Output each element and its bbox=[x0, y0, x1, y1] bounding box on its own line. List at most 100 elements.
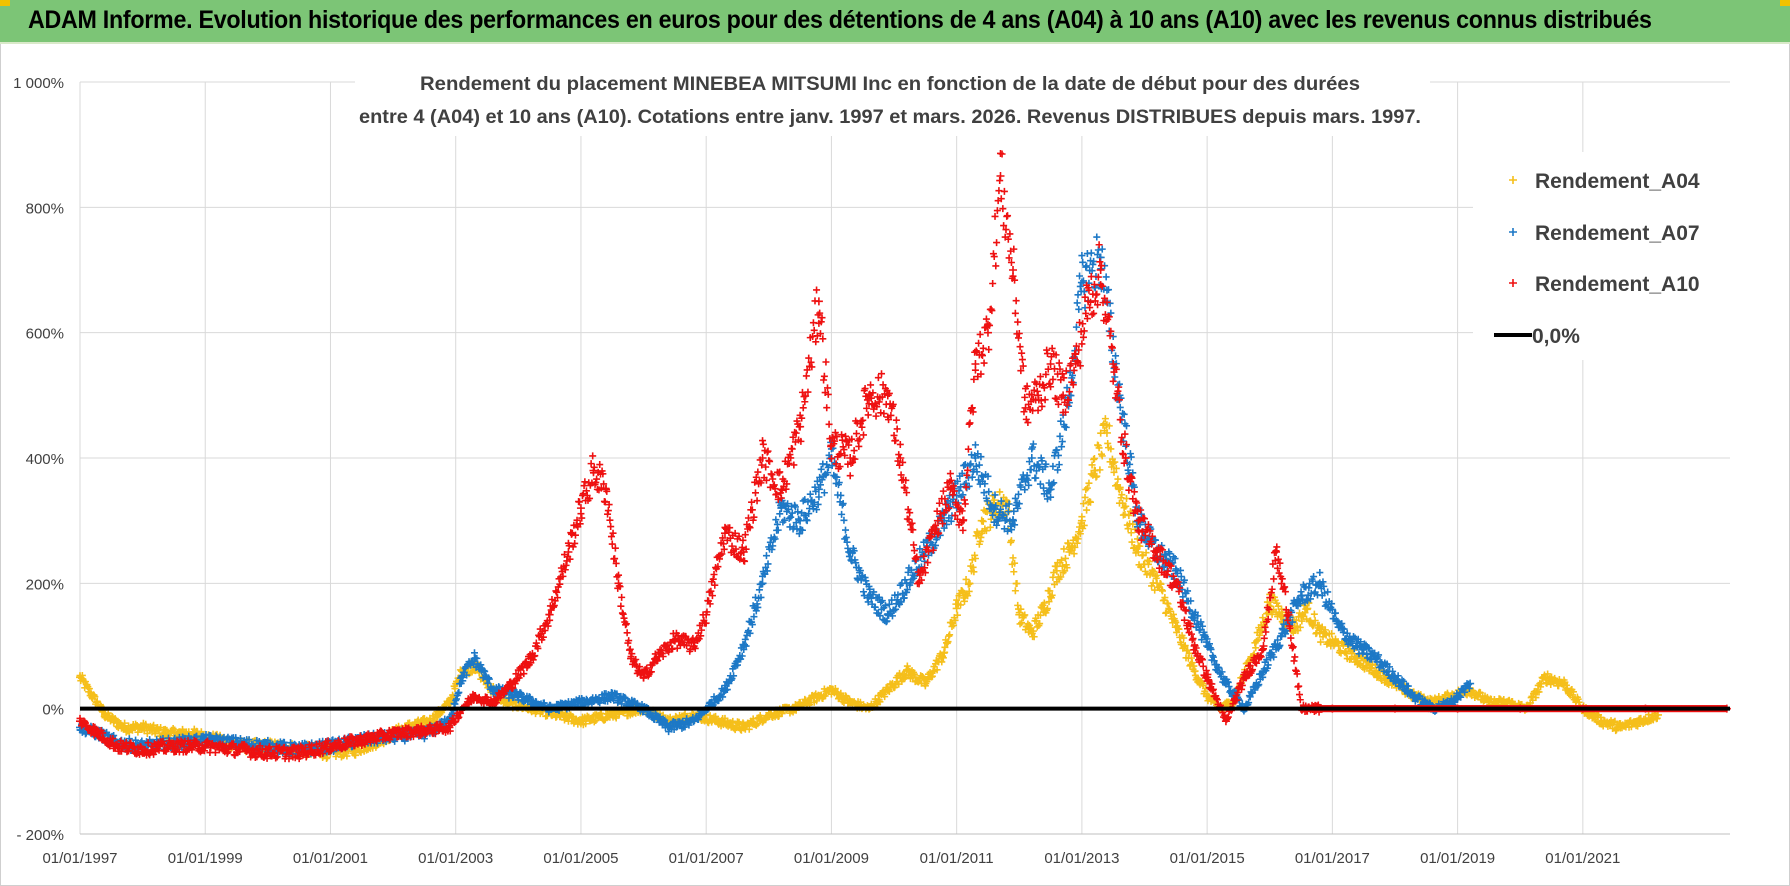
x-tick-label: 01/01/2003 bbox=[418, 850, 493, 867]
data-point bbox=[754, 720, 762, 728]
data-point bbox=[1298, 617, 1306, 625]
data-point bbox=[1252, 644, 1260, 652]
x-tick-label: 01/01/2017 bbox=[1295, 850, 1370, 867]
data-point bbox=[612, 714, 620, 722]
data-point bbox=[964, 592, 972, 600]
data-point bbox=[979, 517, 987, 525]
data-point bbox=[1101, 427, 1109, 435]
data-point bbox=[1123, 495, 1131, 503]
data-point bbox=[962, 575, 970, 583]
y-tick-label: 200% bbox=[26, 576, 64, 593]
x-tick-label: 01/01/2019 bbox=[1420, 850, 1495, 867]
data-point bbox=[1159, 587, 1167, 595]
data-point bbox=[1080, 521, 1088, 529]
data-point bbox=[1124, 525, 1132, 533]
data-point bbox=[1007, 537, 1015, 545]
data-point bbox=[1048, 591, 1056, 599]
data-point bbox=[953, 596, 961, 604]
data-point bbox=[1018, 619, 1026, 627]
data-point bbox=[91, 693, 99, 701]
data-point bbox=[1116, 483, 1124, 491]
data-point bbox=[1045, 598, 1053, 606]
data-point bbox=[1078, 513, 1086, 521]
data-point bbox=[1296, 623, 1304, 631]
data-point bbox=[986, 523, 994, 531]
y-tick-label: 1 000% bbox=[13, 75, 64, 92]
x-tick-label: 01/01/2007 bbox=[669, 850, 744, 867]
data-point bbox=[1083, 506, 1091, 514]
data-point bbox=[737, 726, 745, 734]
data-point bbox=[1074, 535, 1082, 543]
data-point bbox=[1129, 520, 1137, 528]
data-point bbox=[1061, 554, 1069, 562]
data-point bbox=[1180, 634, 1188, 642]
data-point bbox=[1108, 463, 1116, 471]
data-point bbox=[1181, 642, 1189, 650]
data-point bbox=[1083, 484, 1091, 492]
data-point bbox=[1058, 562, 1066, 570]
data-point bbox=[1128, 538, 1136, 546]
data-point bbox=[996, 488, 1004, 496]
data-point bbox=[778, 710, 786, 718]
header-banner: ADAM Informe. Evolution historique des p… bbox=[0, 0, 1790, 44]
data-point bbox=[1313, 629, 1321, 637]
data-point bbox=[933, 666, 941, 674]
data-point bbox=[1110, 468, 1118, 476]
data-point bbox=[1175, 625, 1183, 633]
data-point bbox=[1085, 479, 1093, 487]
data-point bbox=[966, 580, 974, 588]
data-point bbox=[951, 616, 959, 624]
x-tick-label: 01/01/1997 bbox=[42, 850, 117, 867]
data-point bbox=[1040, 599, 1048, 607]
data-point bbox=[1185, 649, 1193, 657]
data-point bbox=[1011, 587, 1019, 595]
data-point bbox=[1043, 605, 1051, 613]
data-point bbox=[1127, 529, 1135, 537]
data-point bbox=[1303, 605, 1311, 613]
data-point bbox=[343, 752, 351, 760]
x-tick-label: 01/01/2001 bbox=[293, 850, 368, 867]
data-point bbox=[1081, 493, 1089, 501]
x-tick-label: 01/01/2005 bbox=[543, 850, 618, 867]
data-point bbox=[1153, 571, 1161, 579]
data-point bbox=[1172, 618, 1180, 626]
data-point bbox=[1021, 611, 1029, 619]
data-point bbox=[946, 631, 954, 639]
y-tick-label: 0% bbox=[42, 702, 64, 719]
data-point bbox=[1017, 605, 1025, 613]
data-point bbox=[1050, 569, 1058, 577]
data-point bbox=[876, 698, 884, 706]
data-point bbox=[1011, 559, 1019, 567]
data-point bbox=[1098, 452, 1106, 460]
data-point bbox=[1010, 568, 1018, 576]
data-point bbox=[1013, 579, 1021, 587]
data-point bbox=[1121, 510, 1129, 518]
data-point bbox=[885, 687, 893, 695]
data-point bbox=[1090, 454, 1098, 462]
data-point bbox=[1097, 429, 1105, 437]
data-point bbox=[1254, 636, 1262, 644]
y-tick-label: 600% bbox=[26, 326, 64, 343]
data-point bbox=[1070, 550, 1078, 558]
data-point bbox=[1311, 617, 1319, 625]
data-point bbox=[950, 621, 958, 629]
data-point bbox=[1009, 554, 1017, 562]
banner-corner-left bbox=[0, 0, 10, 6]
data-point bbox=[1036, 620, 1044, 628]
data-point bbox=[1328, 630, 1336, 638]
data-point bbox=[1133, 535, 1141, 543]
data-point bbox=[1088, 461, 1096, 469]
page-title: ADAM Informe. Evolution historique des p… bbox=[28, 6, 1652, 34]
data-point bbox=[1145, 558, 1153, 566]
data-point bbox=[1161, 594, 1169, 602]
x-tick-label: 01/01/2011 bbox=[920, 850, 994, 867]
y-tick-label: 800% bbox=[26, 200, 64, 217]
data-point bbox=[1112, 464, 1120, 472]
x-tick-label: 01/01/1999 bbox=[168, 850, 243, 867]
data-point bbox=[1310, 610, 1318, 618]
data-point bbox=[1093, 472, 1101, 480]
data-point bbox=[1317, 638, 1325, 646]
data-point bbox=[352, 751, 360, 759]
data-point bbox=[1142, 549, 1150, 557]
data-point bbox=[85, 685, 93, 693]
